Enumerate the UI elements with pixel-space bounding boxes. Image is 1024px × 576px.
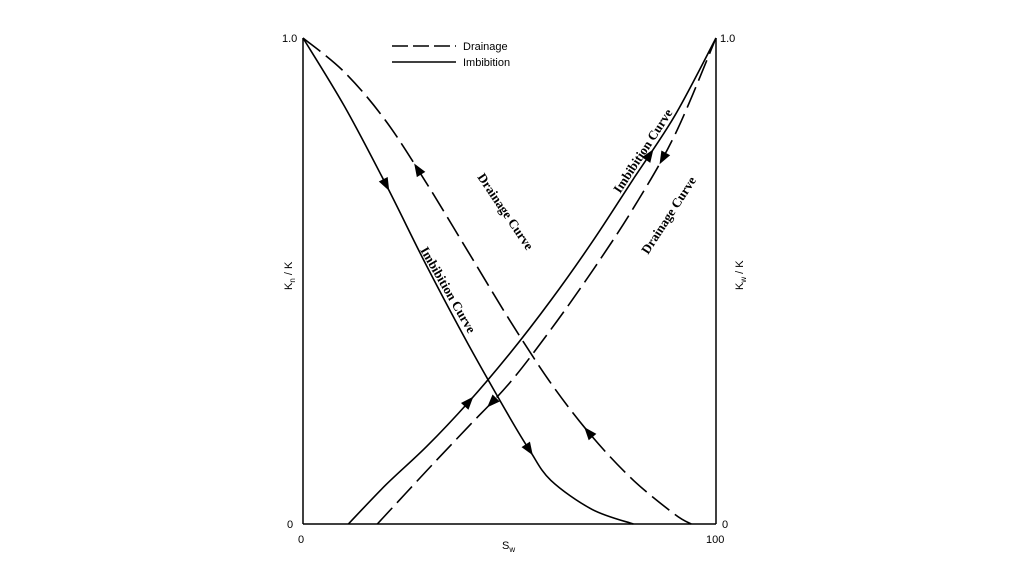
- arrow-imbibition-left-0: [378, 176, 390, 191]
- x-axis-label: Sw: [502, 540, 515, 554]
- series-line-drainage-left: [302, 37, 692, 525]
- annotation-drainage-curve-left: Drainage Curve: [475, 170, 537, 253]
- series-line-imbibition-left: [302, 37, 634, 525]
- arrow-imbibition-right-0: [460, 396, 474, 410]
- left-y-axis-label-main: K: [283, 282, 295, 290]
- left-y-axis-label-tail: / K: [283, 261, 295, 278]
- arrow-drainage-right-1: [659, 150, 671, 165]
- legend-imbibition-label: Imbibition: [463, 57, 510, 69]
- series-line-imbibition-right: [347, 37, 717, 525]
- annotation-imbibition-curve-right: Imbibition Curve: [610, 106, 676, 196]
- series-line-drainage-right: [376, 37, 717, 525]
- left-y-tick-label-bottom: 0: [287, 519, 293, 531]
- right-y-axis-label-main: K: [734, 282, 746, 290]
- x-axis-label-sub: w: [508, 545, 515, 554]
- plot-frame: [302, 38, 717, 525]
- right-y-axis-label-sub: w: [739, 277, 748, 284]
- annotation-imbibition-curve-left: Imbibition Curve: [417, 244, 479, 336]
- annotation-drainage-curve-right: Drainage Curve: [638, 173, 699, 256]
- curves: [302, 37, 717, 525]
- arrow-drainage-right-0: [487, 394, 500, 408]
- arrow-imbibition-right-1: [641, 149, 654, 163]
- x-tick-label-right: 100: [706, 534, 724, 546]
- arrow-imbibition-left-1: [521, 441, 533, 456]
- left-y-axis-label: Kn / K: [283, 261, 297, 290]
- arrow-drainage-left-0: [414, 163, 426, 178]
- legend: Drainage Imbibition: [392, 41, 510, 69]
- right-y-axis-label-tail: / K: [734, 260, 746, 277]
- x-axis-label-main: S: [502, 540, 509, 552]
- left-y-axis-label-sub: n: [288, 278, 297, 282]
- x-tick-label-left: 0: [298, 534, 304, 546]
- right-y-axis-label: Kw / K: [734, 260, 748, 290]
- legend-drainage-label: Drainage: [463, 41, 508, 53]
- arrow-drainage-left-1: [584, 427, 597, 441]
- right-y-tick-label-bottom: 0: [722, 519, 728, 531]
- left-y-tick-label-top: 1.0: [282, 33, 297, 45]
- right-y-tick-label-top: 1.0: [720, 33, 735, 45]
